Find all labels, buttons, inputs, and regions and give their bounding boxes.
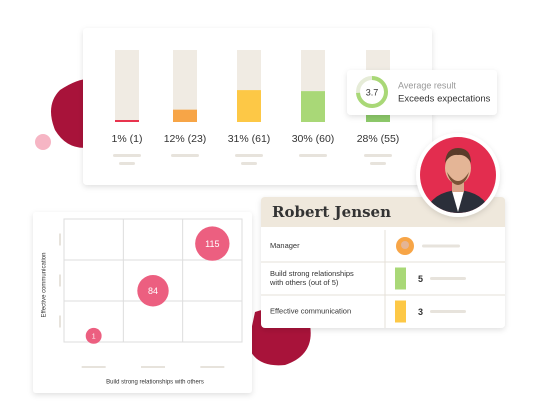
placeholder <box>81 366 106 368</box>
y-axis-label: Effective communication <box>42 253 48 318</box>
bar-label: 31% (61) <box>228 133 271 145</box>
score-icon <box>395 300 406 323</box>
placeholder <box>364 154 392 157</box>
bubble <box>137 275 169 307</box>
bar-label: 28% (55) <box>357 133 400 145</box>
avatar-head <box>401 241 409 249</box>
bar-track <box>115 50 139 122</box>
ring-value <box>356 76 388 108</box>
bubble <box>195 226 230 261</box>
placeholder <box>235 154 263 157</box>
profile-rows: Manager Build strong relationships with ot… <box>261 230 505 328</box>
bar <box>173 109 197 122</box>
badge-value: 3.7 <box>366 87 379 97</box>
bar <box>301 91 325 122</box>
placeholder <box>119 162 135 165</box>
placeholder <box>430 277 466 280</box>
profile-name: Robert Jensen <box>272 203 391 221</box>
placeholder <box>141 366 165 368</box>
placeholder <box>59 274 61 287</box>
placeholder <box>370 162 386 165</box>
grid-frame <box>63 218 243 343</box>
score-value: 5 <box>418 274 423 284</box>
placeholder <box>299 154 327 157</box>
photo <box>420 137 496 213</box>
bar-label: 12% (23) <box>164 133 207 145</box>
badge-subtitle: Exceeds expectations <box>398 94 491 105</box>
row-label: Manager <box>270 241 300 250</box>
row-label: Build strong relationships with others (o… <box>269 269 354 287</box>
placeholder <box>241 162 257 165</box>
placeholder <box>422 244 460 248</box>
bar-label: 30% (60) <box>292 133 335 145</box>
placeholder <box>59 233 61 246</box>
score-value: 3 <box>418 307 423 317</box>
bar-label: 1% (1) <box>112 133 143 145</box>
x-axis-label: Build strong relationships with others <box>106 380 204 386</box>
bar <box>115 120 139 122</box>
bubble-label: 84 <box>148 286 158 296</box>
badge-title: Average result <box>398 80 456 90</box>
bubble-label: 115 <box>205 239 219 249</box>
row-label: Effective communication <box>270 306 351 315</box>
bubble-label: 1 <box>92 334 96 341</box>
badge-card <box>347 70 497 115</box>
placeholder <box>430 310 466 313</box>
bubble <box>85 327 102 344</box>
blob <box>35 134 51 150</box>
bar <box>237 90 261 122</box>
placeholder <box>113 154 141 157</box>
placeholder <box>171 154 199 157</box>
placeholder <box>59 315 61 328</box>
bubble-chart: 1 84 115 <box>59 218 243 368</box>
score-icon <box>395 267 406 290</box>
bubble-card <box>33 212 252 393</box>
placeholder <box>200 366 225 368</box>
